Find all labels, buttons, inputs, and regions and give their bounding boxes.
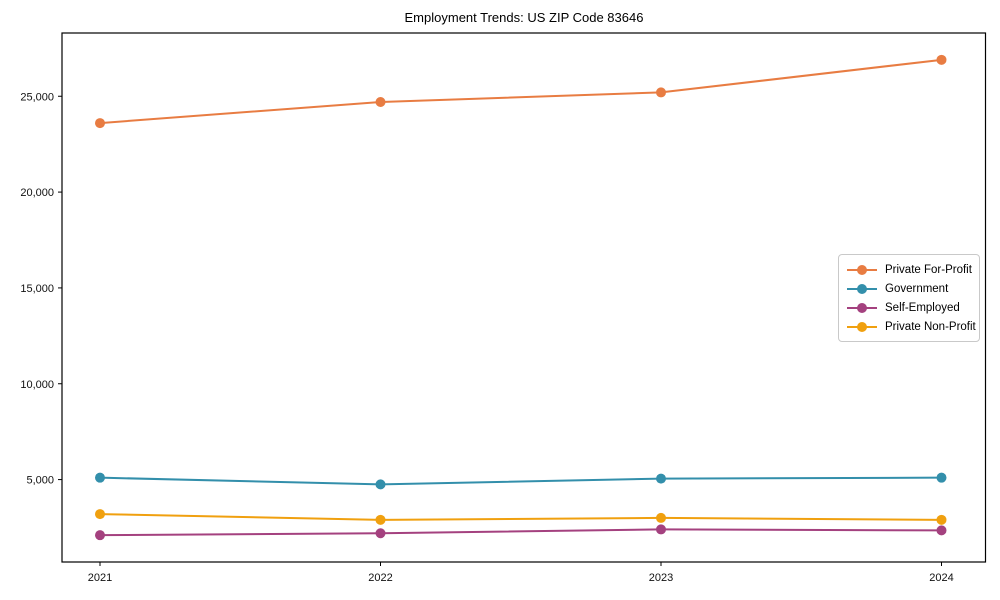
x-tick-label: 2023	[649, 572, 673, 584]
x-tick-label: 2022	[368, 572, 392, 584]
legend-item-private-non-profit: Private Non-Profit	[847, 317, 976, 336]
series-marker-government	[936, 472, 947, 483]
series-line-private-non-profit	[99, 513, 942, 521]
y-tick-label: 5,000	[26, 475, 54, 487]
legend-label: Self-Employed	[885, 301, 960, 314]
series-marker-government	[95, 472, 105, 483]
series-marker-government	[656, 473, 666, 484]
legend-item-government: Government	[847, 279, 971, 298]
plot-border	[61, 32, 987, 563]
series-marker-private-non-profit	[375, 514, 386, 525]
series-marker-self-employed	[375, 528, 386, 539]
legend: Private For-Profit Government Self-Employe…	[838, 254, 980, 342]
y-tick-label: 10,000	[20, 379, 54, 391]
legend-label: Private For-Profit	[885, 263, 972, 276]
legend-item-private-for-profit: Private For-Profit	[847, 260, 972, 279]
series-marker-private-non-profit	[656, 512, 666, 523]
series-line-self-employed	[99, 528, 942, 537]
y-tick-label: 25,000	[20, 91, 54, 103]
legend-item-self-employed: Self-Employed	[847, 298, 971, 317]
legend-line-marker-icon	[847, 283, 877, 294]
legend-line-marker-icon	[847, 321, 877, 332]
legend-line-marker-icon	[847, 302, 877, 313]
series-marker-private-for-profit	[656, 87, 666, 98]
series-marker-self-employed	[656, 524, 666, 535]
y-tick-label: 15,000	[20, 283, 54, 295]
series-marker-private-non-profit	[95, 509, 105, 520]
series-marker-private-for-profit	[375, 97, 386, 107]
y-tick-label: 20,000	[20, 187, 54, 199]
legend-label: Government	[885, 282, 949, 295]
x-tick-label: 2021	[88, 572, 112, 584]
series-marker-government	[375, 479, 386, 490]
series-marker-self-employed	[95, 530, 105, 541]
legend-line-marker-icon	[847, 264, 877, 275]
series-line-government	[99, 476, 942, 486]
legend-label: Private Non-Profit	[885, 320, 976, 333]
series-marker-private-non-profit	[936, 514, 947, 525]
series-marker-private-for-profit	[95, 118, 105, 129]
x-tick-label: 2024	[929, 572, 953, 584]
series-marker-self-employed	[936, 525, 947, 536]
series-line-private-for-profit	[99, 58, 942, 125]
chart-title: Employment Trends: US ZIP Code 83646	[404, 10, 644, 25]
series-marker-private-for-profit	[936, 54, 947, 65]
